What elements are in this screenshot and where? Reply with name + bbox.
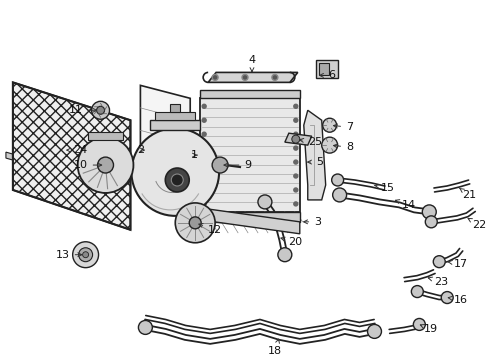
Circle shape <box>214 76 217 79</box>
Text: 20: 20 <box>281 237 302 247</box>
Circle shape <box>368 324 382 338</box>
Circle shape <box>73 242 98 268</box>
Text: 5: 5 <box>308 157 323 167</box>
Polygon shape <box>285 133 312 145</box>
Text: 21: 21 <box>459 188 476 200</box>
Circle shape <box>332 174 343 186</box>
Text: 24: 24 <box>67 145 88 155</box>
Polygon shape <box>141 85 190 212</box>
Text: 9: 9 <box>224 160 251 170</box>
Bar <box>171 104 180 112</box>
Text: 25: 25 <box>299 137 322 147</box>
Text: 6: 6 <box>319 71 335 80</box>
Text: 11: 11 <box>69 105 97 115</box>
Circle shape <box>202 160 206 164</box>
Circle shape <box>78 248 93 262</box>
Text: 7: 7 <box>334 122 353 132</box>
Circle shape <box>333 188 346 202</box>
Text: 4: 4 <box>248 55 256 72</box>
Circle shape <box>97 106 104 114</box>
Circle shape <box>278 248 292 262</box>
Text: 2: 2 <box>137 145 144 155</box>
Circle shape <box>202 188 206 192</box>
Circle shape <box>202 104 206 108</box>
Polygon shape <box>208 72 298 82</box>
Text: 23: 23 <box>428 276 448 287</box>
Circle shape <box>202 132 206 136</box>
Text: 18: 18 <box>268 339 282 356</box>
Circle shape <box>294 132 298 136</box>
Circle shape <box>322 137 338 153</box>
Circle shape <box>294 160 298 164</box>
Circle shape <box>425 216 437 228</box>
Circle shape <box>244 76 246 79</box>
Circle shape <box>272 75 278 80</box>
Circle shape <box>77 137 133 193</box>
Bar <box>88 132 123 140</box>
Circle shape <box>202 174 206 178</box>
Text: 1: 1 <box>191 150 197 160</box>
Polygon shape <box>304 110 326 200</box>
Circle shape <box>294 202 298 206</box>
Circle shape <box>83 252 89 258</box>
Circle shape <box>138 320 152 334</box>
Text: 13: 13 <box>56 250 82 260</box>
Circle shape <box>242 75 248 80</box>
Polygon shape <box>13 82 130 230</box>
Circle shape <box>294 146 298 150</box>
Circle shape <box>433 256 445 268</box>
Circle shape <box>189 217 201 229</box>
Circle shape <box>212 75 218 80</box>
Circle shape <box>294 188 298 192</box>
Circle shape <box>294 174 298 178</box>
Text: 8: 8 <box>334 142 353 152</box>
Text: 17: 17 <box>448 259 468 269</box>
Circle shape <box>273 76 276 79</box>
Circle shape <box>323 118 337 132</box>
Circle shape <box>412 285 423 298</box>
Circle shape <box>92 101 110 119</box>
Bar <box>150 120 200 130</box>
Text: 14: 14 <box>395 200 416 210</box>
Circle shape <box>202 118 206 122</box>
Polygon shape <box>6 152 13 160</box>
Bar <box>200 90 300 98</box>
Circle shape <box>172 174 183 186</box>
Circle shape <box>258 195 272 209</box>
Polygon shape <box>200 98 300 212</box>
Bar <box>318 63 329 75</box>
Text: 22: 22 <box>468 219 486 230</box>
Bar <box>200 212 300 222</box>
Circle shape <box>422 205 436 219</box>
Text: 3: 3 <box>304 217 321 227</box>
Text: 19: 19 <box>420 324 439 334</box>
Circle shape <box>441 292 453 303</box>
Circle shape <box>131 128 219 216</box>
Circle shape <box>294 118 298 122</box>
Circle shape <box>202 202 206 206</box>
Text: 12: 12 <box>199 224 222 235</box>
Polygon shape <box>316 60 338 78</box>
Bar <box>155 112 195 120</box>
Circle shape <box>202 146 206 150</box>
Polygon shape <box>200 208 300 234</box>
Circle shape <box>98 157 114 173</box>
Circle shape <box>175 203 215 243</box>
Circle shape <box>294 104 298 108</box>
Text: 10: 10 <box>74 160 102 170</box>
Text: 15: 15 <box>375 183 394 193</box>
Circle shape <box>292 135 300 143</box>
Circle shape <box>212 157 228 173</box>
Circle shape <box>414 319 425 330</box>
Text: 16: 16 <box>448 294 468 305</box>
Circle shape <box>165 168 189 192</box>
